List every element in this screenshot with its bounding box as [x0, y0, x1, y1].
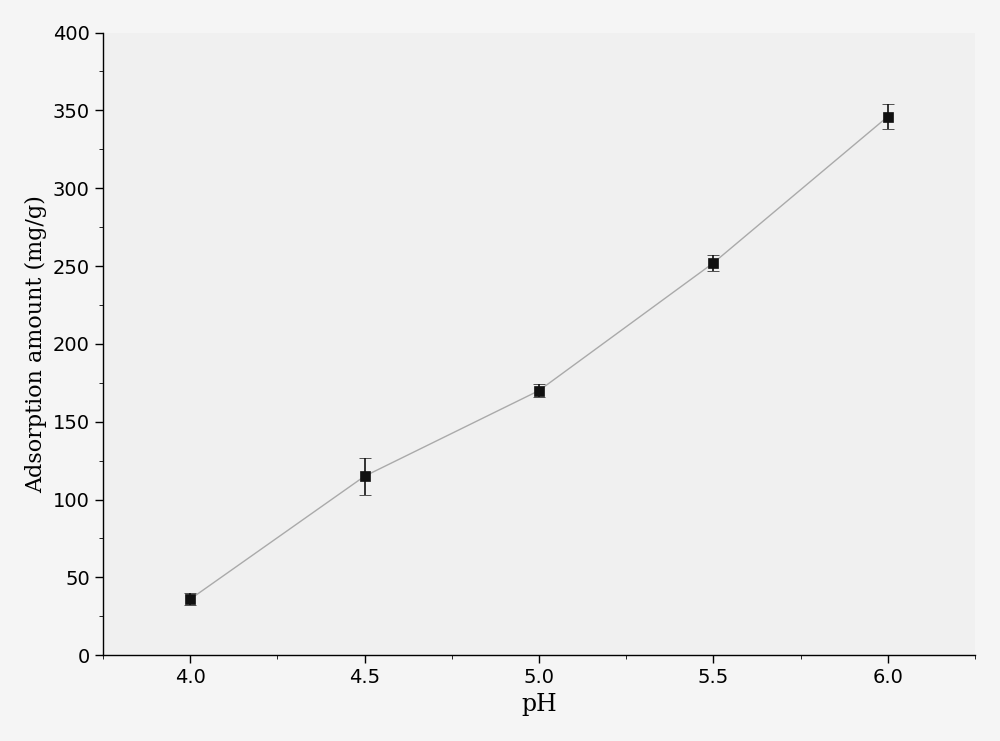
X-axis label: pH: pH — [521, 693, 557, 716]
Y-axis label: Adsorption amount (mg/g): Adsorption amount (mg/g) — [25, 195, 47, 493]
